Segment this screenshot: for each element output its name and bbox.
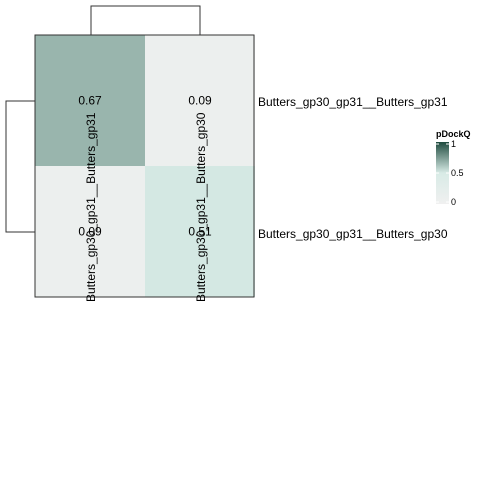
legend-tick-label: 0 (451, 197, 456, 207)
color-legend: pDockQ 10.50 (436, 129, 471, 207)
cell-value-label: 0.51 (188, 225, 212, 239)
legend-title: pDockQ (436, 129, 471, 139)
cell-value-label: 0.09 (78, 225, 102, 239)
heatmap-cell (145, 35, 255, 166)
column-dendrogram-branch (90, 5, 201, 35)
row-label: Butters_gp30_gp31__Butters_gp30 (258, 227, 448, 241)
heatmap-cell (145, 166, 255, 297)
cell-value-label: 0.09 (188, 94, 212, 108)
legend-colorbar (436, 142, 449, 204)
heatmap-cell (35, 166, 145, 297)
cell-value-label: 0.67 (78, 94, 102, 108)
legend-ticks: 10.50 (436, 139, 464, 207)
heatmap-cell (35, 35, 145, 166)
row-labels: Butters_gp30_gp31__Butters_gp31 Butters_… (258, 95, 448, 241)
row-dendrogram-branch (5, 100, 35, 233)
legend-tick-label: 0.5 (451, 168, 464, 178)
heatmap-border (34, 34, 255, 298)
heatmap-cells: 0.67 0.09 0.09 0.51 (35, 35, 255, 297)
column-label: Butters_gp30_gp31__Butters_gp30 (194, 112, 208, 302)
row-dendrogram (5, 100, 35, 233)
row-label: Butters_gp30_gp31__Butters_gp31 (258, 95, 448, 109)
column-labels: Butters_gp30_gp31__Butters_gp31 Butters_… (84, 112, 208, 302)
legend-tick-label: 1 (451, 139, 456, 149)
column-dendrogram (90, 5, 201, 35)
column-label: Butters_gp30_gp31__Butters_gp31 (84, 112, 98, 302)
